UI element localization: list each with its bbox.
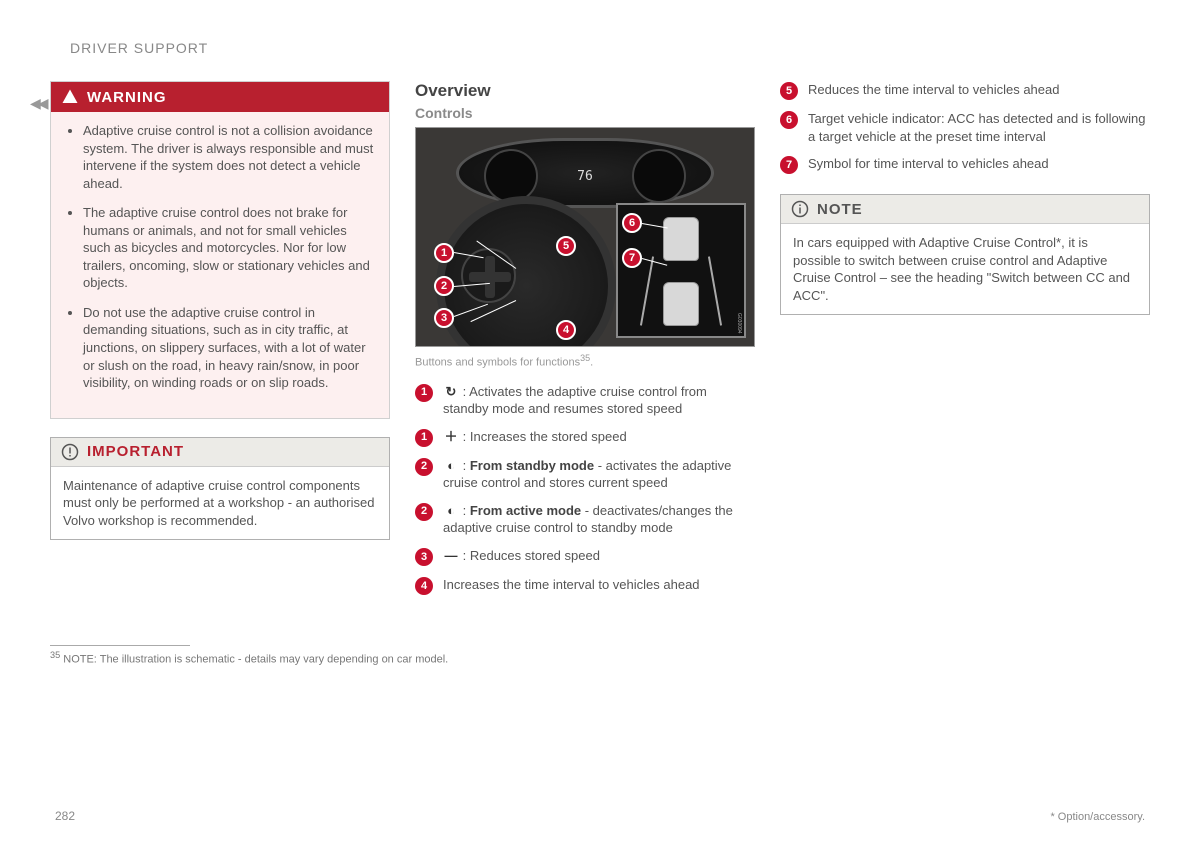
- ego-vehicle-icon: [663, 282, 699, 326]
- figure-marker: 4: [556, 320, 576, 340]
- callout-text: Target vehicle indicator: ACC has detect…: [808, 110, 1150, 145]
- callout-number: 2: [415, 458, 433, 476]
- callout-item: 3 — : Reduces stored speed: [415, 547, 755, 566]
- figure-caption: Buttons and symbols for functions35.: [415, 353, 755, 369]
- callout-text: — : Reduces stored speed: [443, 547, 755, 565]
- callout-item: 6 Target vehicle indicator: ACC has detec…: [780, 110, 1150, 145]
- page-number: 282: [55, 809, 75, 823]
- figure-marker: 7: [622, 248, 642, 268]
- warning-item: Adaptive cruise control is not a collisi…: [83, 122, 375, 192]
- callout-symbol-icon: ◐: [443, 457, 459, 475]
- warning-header: WARNING: [51, 82, 389, 112]
- figure-marker: 6: [622, 213, 642, 233]
- target-vehicle-icon: [663, 217, 699, 261]
- note-body: In cars equipped with Adaptive Cruise Co…: [781, 224, 1149, 314]
- callout-item: 2 ◐ : From active mode - deactivates/chan…: [415, 502, 755, 537]
- important-header: IMPORTANT: [51, 438, 389, 467]
- callout-symbol-icon: ＋: [443, 428, 459, 446]
- callout-text: ◐ : From standby mode - activates the ad…: [443, 457, 755, 492]
- callout-item: 4 Increases the time interval to vehicles…: [415, 576, 755, 595]
- column-1: WARNING Adaptive cruise control is not a…: [50, 81, 390, 605]
- callout-text: Increases the time interval to vehicles …: [443, 576, 755, 594]
- callout-text: ↻ : Activates the adaptive cruise contro…: [443, 383, 755, 418]
- callout-symbol-icon: —: [443, 547, 459, 565]
- important-exclaim-icon: [61, 443, 79, 461]
- option-accessory-note: * Option/accessory.: [1050, 811, 1145, 823]
- warning-item: The adaptive cruise control does not bra…: [83, 204, 375, 292]
- callout-number: 6: [780, 111, 798, 129]
- overview-title: Overview: [415, 81, 755, 101]
- figure-marker: 1: [434, 243, 454, 263]
- callout-text: Reduces the time interval to vehicles ah…: [808, 81, 1150, 99]
- important-title: IMPORTANT: [87, 443, 184, 460]
- callout-number: 7: [780, 156, 798, 174]
- warning-title: WARNING: [87, 89, 167, 106]
- gauge-right: [632, 149, 686, 203]
- callout-number: 1: [415, 429, 433, 447]
- lane-line: [708, 256, 722, 325]
- callout-symbol-icon: ↻: [443, 383, 459, 401]
- important-body: Maintenance of adaptive cruise control c…: [51, 467, 389, 540]
- callout-item: 7 Symbol for time interval to vehicles ah…: [780, 155, 1150, 174]
- callout-symbol-icon: ◐: [443, 502, 459, 520]
- callout-number: 1: [415, 384, 433, 402]
- warning-body: Adaptive cruise control is not a collisi…: [51, 112, 389, 418]
- lane-line: [640, 256, 654, 325]
- dash-cluster-graphic: 76: [456, 138, 714, 208]
- callout-number: 4: [415, 577, 433, 595]
- warning-item: Do not use the adaptive cruise control i…: [83, 304, 375, 392]
- speed-readout: 76: [577, 169, 593, 184]
- callout-item: 1 ↻ : Activates the adaptive cruise contr…: [415, 383, 755, 418]
- note-title: NOTE: [817, 201, 863, 218]
- figure-code: G030094: [736, 313, 742, 334]
- warning-triangle-icon: [61, 88, 79, 106]
- figure-marker: 2: [434, 276, 454, 296]
- info-icon: [791, 200, 809, 218]
- important-box: IMPORTANT Maintenance of adaptive cruise…: [50, 437, 390, 541]
- footnote-rule: [50, 645, 190, 646]
- callout-item: 2 ◐ : From standby mode - activates the a…: [415, 457, 755, 492]
- content-columns: WARNING Adaptive cruise control is not a…: [50, 81, 1150, 605]
- callout-text: ＋ : Increases the stored speed: [443, 428, 755, 446]
- column-2: Overview Controls 76 G030094 1 2 3 4 5 6 7 But…: [415, 81, 755, 605]
- callout-text: ◐ : From active mode - deactivates/chang…: [443, 502, 755, 537]
- callout-item: 1 ＋ : Increases the stored speed: [415, 428, 755, 447]
- callout-text: Symbol for time interval to vehicles ahe…: [808, 155, 1150, 173]
- figure-marker: 3: [434, 308, 454, 328]
- controls-figure: 76 G030094 1 2 3 4 5 6 7: [415, 127, 755, 347]
- button-cluster-graphic: [461, 248, 516, 303]
- continuation-marker: ◀◀: [30, 95, 46, 112]
- note-box: NOTE In cars equipped with Adaptive Crui…: [780, 194, 1150, 315]
- figure-marker: 5: [556, 236, 576, 256]
- column-3: 5 Reduces the time interval to vehicles a…: [780, 81, 1150, 605]
- gauge-left: [484, 149, 538, 203]
- note-header: NOTE: [781, 195, 1149, 224]
- callout-list: 5 Reduces the time interval to vehicles a…: [780, 81, 1150, 174]
- callout-number: 3: [415, 548, 433, 566]
- callout-item: 5 Reduces the time interval to vehicles a…: [780, 81, 1150, 100]
- page-header: DRIVER SUPPORT: [70, 40, 1150, 56]
- callout-number: 2: [415, 503, 433, 521]
- footnote: 35 NOTE: The illustration is schematic -…: [50, 650, 1150, 666]
- warning-box: WARNING Adaptive cruise control is not a…: [50, 81, 390, 419]
- callout-number: 5: [780, 82, 798, 100]
- controls-subtitle: Controls: [415, 105, 755, 121]
- callout-list: 1 ↻ : Activates the adaptive cruise contr…: [415, 383, 755, 595]
